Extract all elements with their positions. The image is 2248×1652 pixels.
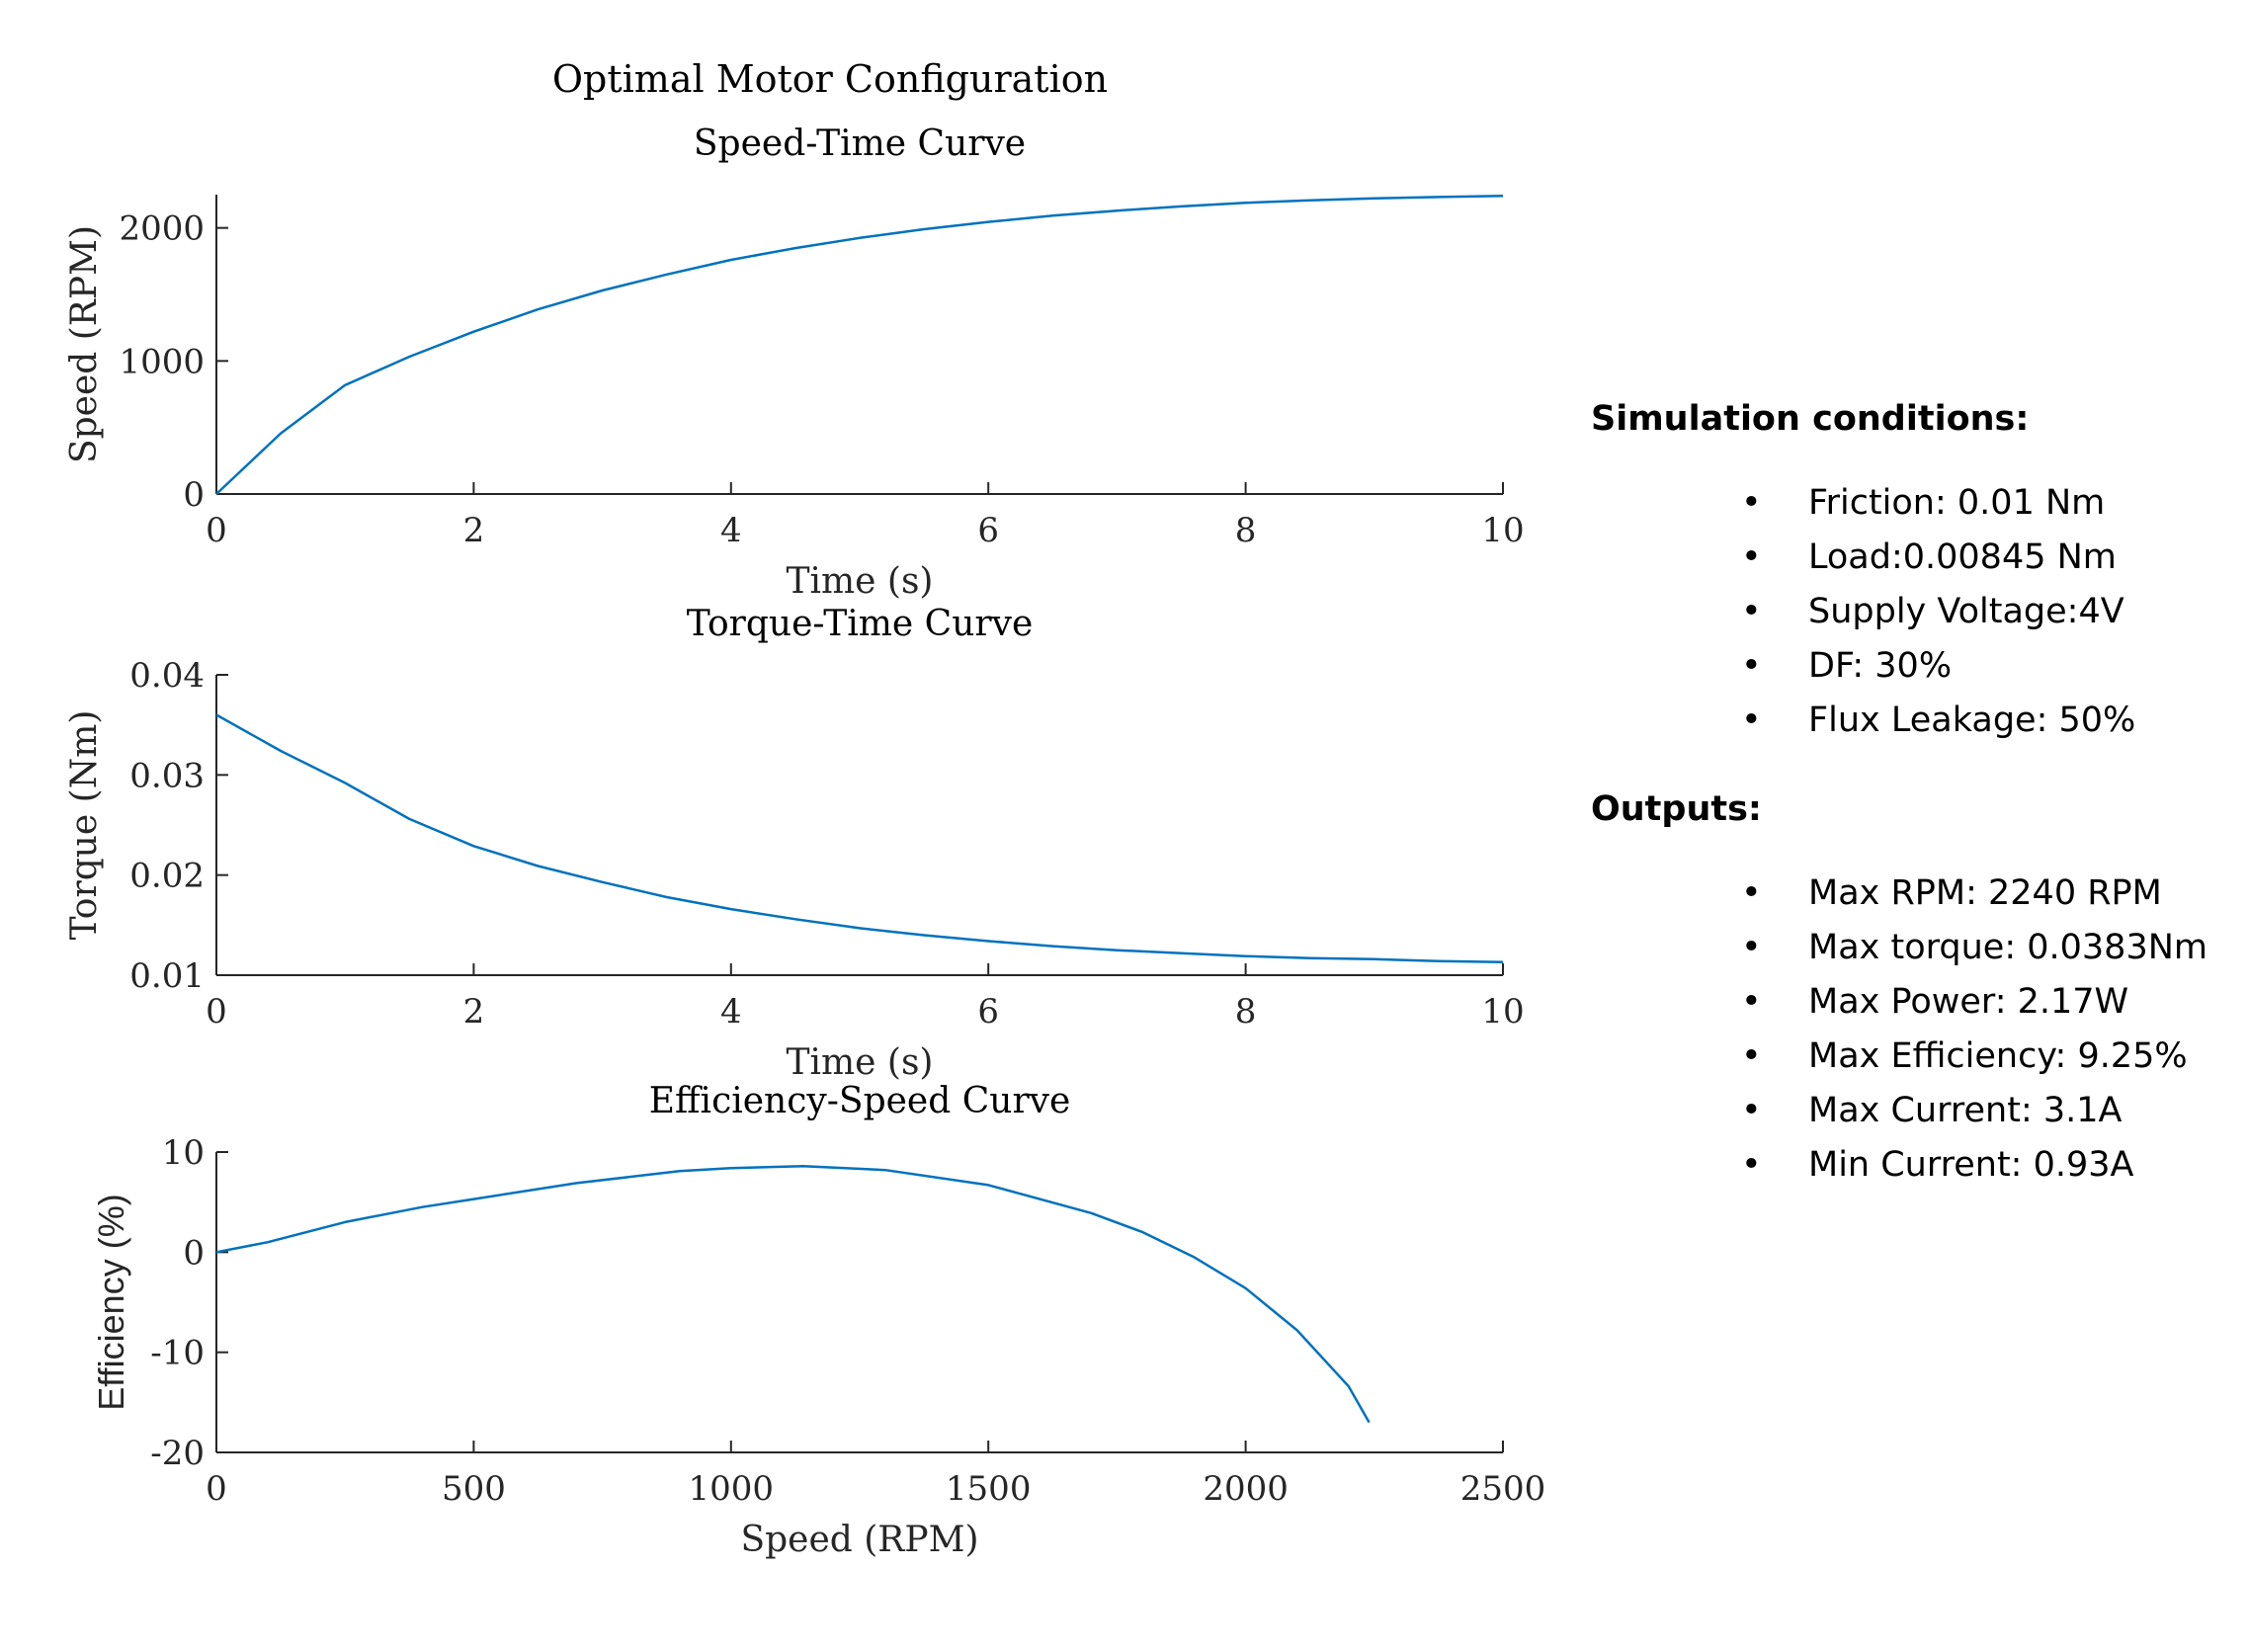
y-axis-label: Torque (Nm) bbox=[64, 710, 105, 941]
y-axis-label: Efficiency (%) bbox=[91, 1194, 131, 1410]
list-item: • Min Current: 0.93A bbox=[1591, 1138, 2243, 1193]
series-line bbox=[215, 1164, 1371, 1424]
torque-time-chart: Torque-Time Curve 0 2 4 6 8 10 0.01 0.02 0.03 0.04… bbox=[64, 604, 1525, 1083]
x-tick-label: 0 bbox=[206, 511, 227, 550]
x-tick-label: 8 bbox=[1235, 511, 1257, 550]
y-tick-label: 0 bbox=[183, 1233, 205, 1273]
x-tick-label: 8 bbox=[1235, 992, 1257, 1032]
list-item: • Max Current: 3.1A bbox=[1591, 1084, 2243, 1138]
chart-title: Efficiency-Speed Curve bbox=[649, 1081, 1071, 1121]
y-tick-label: 1000 bbox=[119, 342, 205, 381]
bullet-icon: • bbox=[1741, 1091, 1762, 1130]
list-item: • Supply Voltage:4V bbox=[1591, 585, 2243, 639]
bullet-icon: • bbox=[1741, 1145, 1762, 1185]
bullet-icon: • bbox=[1741, 646, 1762, 686]
list-item: • Friction: 0.01 Nm bbox=[1591, 476, 2243, 531]
y-tick-label: 0.04 bbox=[129, 656, 205, 696]
y-tick-label: -20 bbox=[150, 1434, 205, 1473]
x-tick-label: 10 bbox=[1481, 992, 1524, 1032]
y-tick-label: 2000 bbox=[119, 209, 205, 249]
bullet-icon: • bbox=[1741, 873, 1762, 913]
series-line bbox=[215, 195, 1504, 495]
x-tick-label: 1000 bbox=[689, 1469, 775, 1509]
x-tick-label: 2 bbox=[463, 511, 485, 550]
x-tick-label: 2 bbox=[463, 992, 485, 1032]
x-tick-label: 1500 bbox=[946, 1469, 1032, 1509]
y-tick-label: -10 bbox=[150, 1334, 205, 1373]
outputs-list: • Max RPM: 2240 RPM • Max torque: 0.0383Nm… bbox=[1591, 867, 2243, 1193]
y-tick-label: 0 bbox=[183, 475, 205, 515]
conditions-heading: Simulation conditions: bbox=[1591, 399, 2030, 439]
x-axis-label: Time (s) bbox=[787, 561, 934, 602]
list-item: • DF: 30% bbox=[1591, 639, 2243, 694]
list-item: • Max Efficiency: 9.25% bbox=[1591, 1030, 2243, 1084]
notes-panel: Simulation conditions: • Friction: 0.01 N… bbox=[1591, 395, 2243, 1230]
list-item: • Max Power: 2.17W bbox=[1591, 975, 2243, 1030]
series-line bbox=[215, 713, 1504, 964]
x-axis-label: Time (s) bbox=[787, 1042, 934, 1083]
conditions-list: • Friction: 0.01 Nm • Load:0.00845 Nm • Sup… bbox=[1591, 476, 2243, 748]
outputs-heading: Outputs: bbox=[1591, 789, 1762, 829]
x-tick-label: 0 bbox=[206, 992, 227, 1032]
y-tick-label: 0.01 bbox=[129, 956, 205, 996]
bullet-icon: • bbox=[1741, 483, 1762, 523]
y-tick-label: 0.02 bbox=[129, 857, 205, 896]
x-tick-label: 4 bbox=[720, 511, 742, 550]
y-tick-label: 0.03 bbox=[129, 756, 205, 795]
x-tick-label: 2000 bbox=[1203, 1469, 1289, 1509]
x-tick-label: 4 bbox=[720, 992, 742, 1032]
x-axis-label: Speed (RPM) bbox=[740, 1520, 978, 1560]
bullet-icon: • bbox=[1741, 982, 1762, 1022]
bullet-icon: • bbox=[1741, 1036, 1762, 1076]
bullet-icon: • bbox=[1741, 701, 1762, 740]
y-axis-label: Speed (RPM) bbox=[64, 225, 105, 463]
y-tick-label: 10 bbox=[162, 1133, 205, 1173]
x-tick-label: 2500 bbox=[1460, 1469, 1546, 1509]
chart-title: Speed-Time Curve bbox=[694, 124, 1026, 164]
efficiency-speed-chart: Efficiency-Speed Curve 0 500 1000 1500 2000 25… bbox=[91, 1081, 1545, 1560]
list-item: • Load:0.00845 Nm bbox=[1591, 531, 2243, 585]
bullet-icon: • bbox=[1741, 537, 1762, 577]
bullet-icon: • bbox=[1741, 928, 1762, 967]
speed-time-chart: Speed-Time Curve 0 2 4 6 8 10 0 1000 2000 Time (s)… bbox=[64, 124, 1525, 602]
x-tick-label: 10 bbox=[1481, 511, 1524, 550]
figure-canvas: Optimal Motor Configuration Speed-Time C… bbox=[64, 57, 1545, 1560]
bullet-icon: • bbox=[1741, 592, 1762, 631]
list-item: • Max torque: 0.0383Nm bbox=[1591, 921, 2243, 975]
list-item: • Flux Leakage: 50% bbox=[1591, 694, 2243, 748]
chart-title: Torque-Time Curve bbox=[687, 604, 1034, 644]
list-item: • Max RPM: 2240 RPM bbox=[1591, 867, 2243, 921]
x-tick-label: 6 bbox=[977, 511, 999, 550]
x-tick-label: 0 bbox=[206, 1469, 227, 1509]
x-tick-label: 6 bbox=[977, 992, 999, 1032]
x-tick-label: 500 bbox=[442, 1469, 506, 1509]
figure-title: Optimal Motor Configuration bbox=[552, 57, 1108, 101]
